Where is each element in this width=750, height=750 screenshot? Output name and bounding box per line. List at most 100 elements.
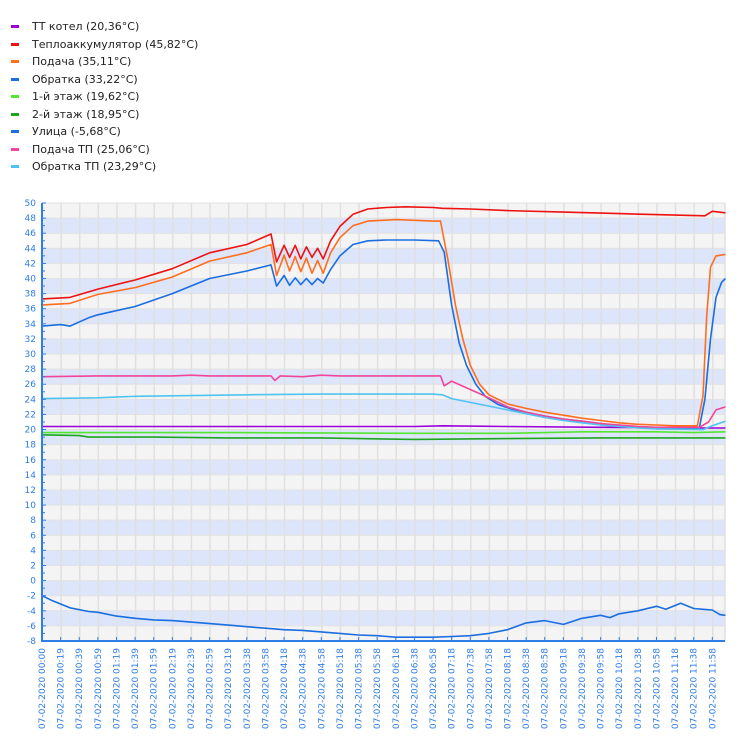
- y-tick-label: 34: [25, 320, 37, 330]
- x-tick-label: 07-02-2020 05:18: [336, 648, 346, 729]
- legend-label: Теплоаккумулятор (45,82°C): [32, 37, 199, 51]
- x-tick-label: 07-02-2020 08:58: [541, 648, 551, 729]
- grid-band: [42, 535, 725, 551]
- legend-item: Обратка (33,22°C): [10, 71, 198, 89]
- legend-label: ТТ котел (20,36°C): [32, 20, 140, 34]
- legend-item: Улица (-5,68°C): [10, 123, 198, 141]
- grid-band: [42, 595, 725, 611]
- y-axis: 5048464442403836343230282624222018161412…: [25, 199, 46, 647]
- x-tick-label: 07-02-2020 00:19: [57, 648, 67, 729]
- x-tick-label: 07-02-2020 10:58: [652, 648, 662, 729]
- grid-band: [42, 505, 725, 521]
- series-lines: [41, 206, 726, 638]
- y-tick-label: 20: [25, 426, 37, 436]
- y-tick-label: 12: [25, 486, 36, 496]
- x-tick-label: 07-02-2020 09:38: [578, 648, 588, 729]
- x-tick-label: 07-02-2020 10:38: [634, 648, 644, 729]
- y-tick-label: 28: [25, 365, 37, 375]
- y-tick-label: 2: [30, 561, 36, 571]
- legend-swatch-icon: [11, 112, 19, 116]
- x-tick-label: 07-02-2020 03:58: [261, 648, 271, 729]
- y-tick-label: 40: [25, 275, 37, 285]
- legend-swatch-icon: [11, 25, 19, 29]
- legend-swatch-icon: [11, 77, 19, 81]
- x-tick-label: 07-02-2020 11:38: [690, 648, 700, 729]
- grid-band: [42, 384, 725, 400]
- y-tick-label: -4: [27, 607, 36, 617]
- legend-label: Обратка ТП (23,29°C): [32, 160, 157, 174]
- series-line: [42, 431, 726, 435]
- legend-swatch-icon: [11, 130, 19, 134]
- x-tick-label: 07-02-2020 09:18: [559, 648, 569, 729]
- x-tick-label: 07-02-2020 06:18: [392, 648, 402, 729]
- grid-band: [42, 263, 725, 279]
- y-tick-label: 48: [25, 214, 37, 224]
- legend-label: Подача (35,11°C): [32, 55, 132, 69]
- x-tick-label: 07-02-2020 03:38: [243, 648, 253, 729]
- y-tick-label: 6: [30, 531, 36, 541]
- x-tick-label: 07-02-2020 11:18: [671, 648, 681, 729]
- y-tick-label: 18: [25, 441, 37, 451]
- y-tick-label: 44: [25, 244, 37, 254]
- grid-band: [42, 565, 725, 581]
- legend-item: ТТ котел (20,36°C): [10, 18, 198, 36]
- chart-legend: ТТ котел (20,36°C) Теплоаккумулятор (45,8…: [10, 18, 198, 176]
- grid-band: [42, 278, 725, 294]
- x-tick-label: 07-02-2020 07:38: [466, 648, 476, 729]
- grid-band: [42, 248, 725, 264]
- legend-item: Теплоаккумулятор (45,82°C): [10, 36, 198, 54]
- y-tick-label: 10: [25, 501, 37, 511]
- x-tick-label: 07-02-2020 00:39: [75, 648, 85, 729]
- grid-band: [42, 459, 725, 475]
- grid-band: [42, 550, 725, 566]
- x-tick-label: 07-02-2020 10:18: [615, 648, 625, 729]
- x-tick-label: 07-02-2020 01:39: [131, 648, 141, 729]
- grid-band: [42, 489, 725, 506]
- x-tick-label: 07-02-2020 08:38: [522, 648, 532, 729]
- legend-label: 2-й этаж (18,95°C): [32, 107, 140, 121]
- y-tick-label: 26: [25, 380, 37, 390]
- x-tick-label: 07-02-2020 04:58: [317, 648, 327, 729]
- x-tick-label: 07-02-2020 09:58: [597, 648, 607, 729]
- y-tick-label: 32: [25, 335, 36, 345]
- x-tick-label: 07-02-2020 02:39: [187, 648, 197, 729]
- y-tick-label: 50: [25, 199, 37, 209]
- x-tick-label: 07-02-2020 05:38: [355, 648, 365, 729]
- legend-swatch-icon: [11, 60, 19, 64]
- legend-item: Подача ТП (25,06°C): [10, 141, 198, 159]
- x-tick-label: 07-02-2020 01:59: [150, 648, 160, 729]
- y-tick-label: 24: [25, 395, 37, 405]
- x-tick-label: 07-02-2020 01:19: [112, 648, 122, 729]
- x-axis: 07-02-2020 00:00 07-02-2020 00:19 07-02-20…: [38, 637, 725, 729]
- legend-item: Обратка ТП (23,29°C): [10, 158, 198, 176]
- grid-band: [42, 308, 725, 324]
- legend-label: 1-й этаж (19,62°C): [32, 90, 140, 104]
- grid-band: [42, 203, 725, 219]
- x-tick-label: 07-02-2020 04:38: [299, 648, 309, 729]
- grid-band: [42, 625, 725, 641]
- legend-item: 1-й этаж (19,62°C): [10, 88, 198, 106]
- grid-band: [42, 399, 725, 415]
- x-tick-label: 07-02-2020 04:18: [280, 648, 290, 729]
- y-tick-label: 16: [25, 456, 37, 466]
- x-tick-label: 07-02-2020 11:58: [708, 648, 718, 729]
- y-tick-label: 14: [25, 471, 37, 481]
- grid-band: [42, 293, 725, 309]
- legend-swatch-icon: [11, 165, 19, 169]
- y-tick-label: 22: [25, 410, 36, 420]
- grid-band: [42, 354, 725, 370]
- x-tick-label: 07-02-2020 07:58: [485, 648, 495, 729]
- grid-band: [42, 338, 725, 355]
- legend-swatch-icon: [11, 147, 19, 151]
- x-tick-label: 07-02-2020 03:19: [224, 648, 234, 729]
- grid-band: [42, 474, 725, 490]
- legend-item: Подача (35,11°C): [10, 53, 198, 71]
- x-tick-label: 07-02-2020 05:58: [373, 648, 383, 729]
- y-tick-label: 0: [30, 577, 36, 587]
- x-tick-label: 07-02-2020 06:38: [410, 648, 420, 729]
- series-line: [41, 393, 726, 431]
- y-tick-label: -8: [27, 637, 36, 647]
- series-line: [41, 218, 726, 427]
- series-line: [41, 374, 726, 429]
